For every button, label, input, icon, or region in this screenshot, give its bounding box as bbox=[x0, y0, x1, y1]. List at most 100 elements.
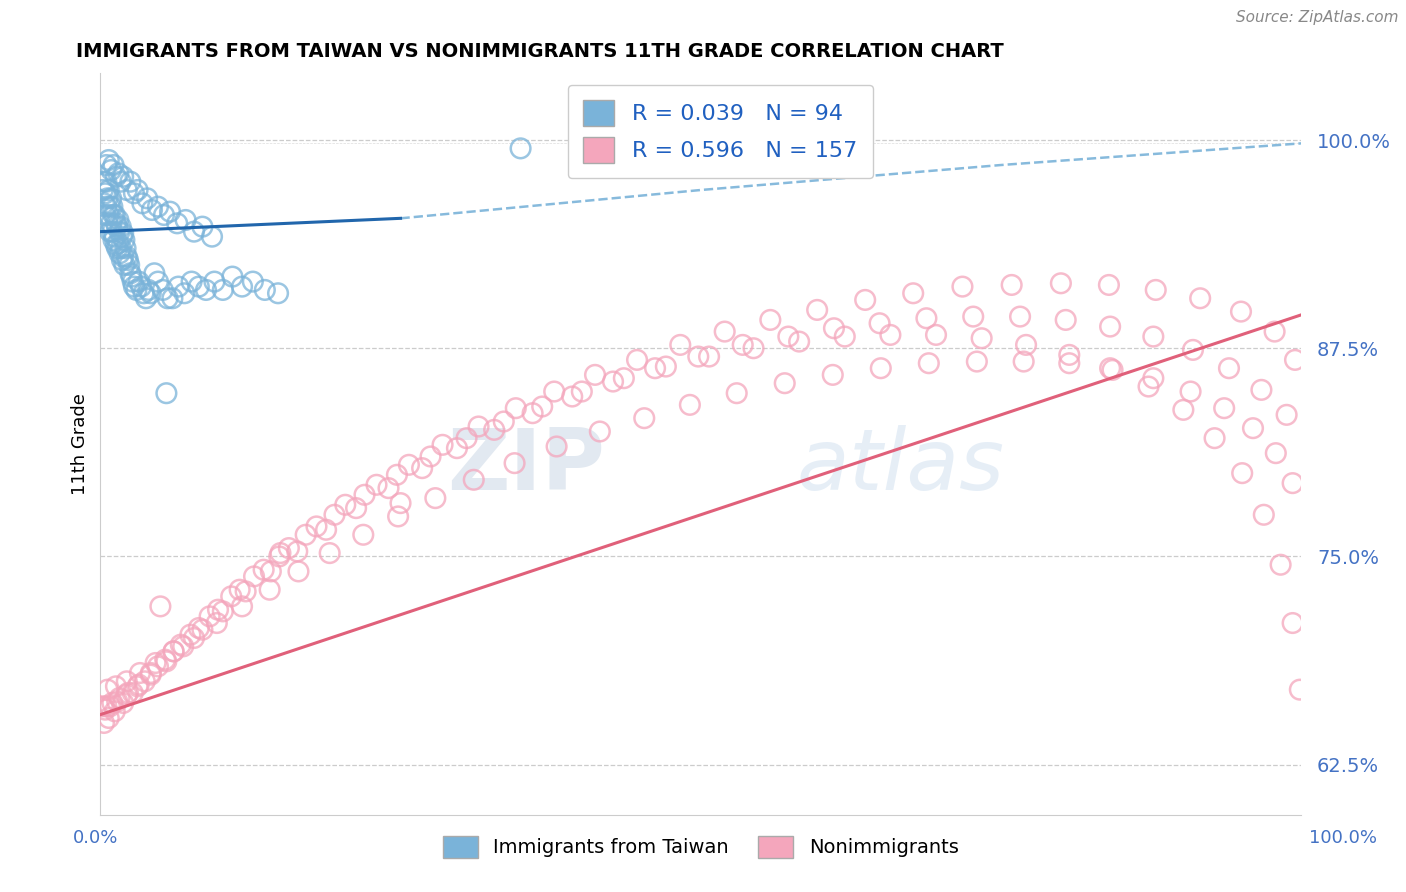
Point bbox=[127, 183, 149, 197]
Point bbox=[1189, 291, 1212, 305]
Point bbox=[260, 565, 283, 579]
Point bbox=[105, 241, 128, 255]
Point bbox=[823, 321, 845, 335]
Point bbox=[107, 166, 129, 180]
Point bbox=[97, 183, 120, 197]
Point bbox=[198, 609, 221, 624]
Point bbox=[153, 653, 176, 667]
Point bbox=[166, 216, 188, 230]
Point bbox=[103, 158, 125, 172]
Point bbox=[207, 603, 229, 617]
Point bbox=[713, 325, 735, 339]
Point bbox=[155, 654, 177, 668]
Point bbox=[1284, 352, 1306, 367]
Point bbox=[731, 338, 754, 352]
Point bbox=[104, 216, 127, 230]
Point bbox=[219, 590, 242, 604]
Point bbox=[100, 216, 122, 230]
Point bbox=[1012, 354, 1035, 368]
Point bbox=[242, 275, 264, 289]
Point bbox=[115, 250, 138, 264]
Point bbox=[456, 431, 478, 445]
Point bbox=[773, 376, 796, 391]
Point bbox=[589, 425, 612, 439]
Point bbox=[571, 384, 593, 399]
Point bbox=[117, 686, 139, 700]
Point bbox=[509, 141, 531, 155]
Point bbox=[583, 368, 606, 382]
Point bbox=[697, 350, 720, 364]
Text: Source: ZipAtlas.com: Source: ZipAtlas.com bbox=[1236, 11, 1399, 25]
Point bbox=[120, 266, 142, 280]
Point bbox=[344, 501, 367, 516]
Point bbox=[162, 644, 184, 658]
Point bbox=[107, 213, 129, 227]
Point bbox=[172, 640, 194, 654]
Point bbox=[129, 279, 152, 293]
Point bbox=[1144, 283, 1167, 297]
Point bbox=[352, 528, 374, 542]
Point bbox=[104, 208, 127, 222]
Point bbox=[787, 334, 810, 349]
Point bbox=[104, 169, 127, 184]
Point bbox=[96, 699, 118, 714]
Point bbox=[173, 286, 195, 301]
Point bbox=[104, 229, 127, 244]
Point bbox=[1010, 310, 1032, 324]
Text: atlas: atlas bbox=[797, 425, 1005, 508]
Point bbox=[183, 631, 205, 645]
Point bbox=[1101, 363, 1123, 377]
Point bbox=[101, 200, 124, 214]
Point bbox=[305, 519, 328, 533]
Point bbox=[180, 275, 202, 289]
Point bbox=[112, 258, 135, 272]
Point bbox=[644, 361, 666, 376]
Point bbox=[146, 200, 169, 214]
Point bbox=[602, 375, 624, 389]
Point bbox=[191, 219, 214, 234]
Point bbox=[156, 291, 179, 305]
Point bbox=[1213, 401, 1236, 416]
Point bbox=[139, 667, 162, 681]
Point bbox=[136, 191, 159, 205]
Point bbox=[128, 678, 150, 692]
Point bbox=[243, 569, 266, 583]
Point bbox=[1281, 615, 1303, 630]
Point bbox=[742, 341, 765, 355]
Point bbox=[287, 565, 309, 579]
Text: ZIP: ZIP bbox=[447, 425, 605, 508]
Point bbox=[211, 283, 233, 297]
Point bbox=[879, 327, 901, 342]
Point bbox=[1230, 304, 1253, 318]
Point bbox=[853, 293, 876, 307]
Point bbox=[1218, 361, 1240, 376]
Point bbox=[191, 623, 214, 637]
Point bbox=[201, 229, 224, 244]
Point bbox=[108, 225, 131, 239]
Point bbox=[94, 186, 117, 201]
Point bbox=[96, 682, 118, 697]
Point bbox=[167, 279, 190, 293]
Point bbox=[135, 291, 157, 305]
Point bbox=[108, 246, 131, 260]
Point bbox=[1181, 343, 1204, 357]
Point bbox=[105, 219, 128, 234]
Point bbox=[104, 679, 127, 693]
Point bbox=[385, 467, 408, 482]
Point bbox=[269, 546, 291, 560]
Point bbox=[105, 694, 128, 708]
Point bbox=[125, 283, 148, 297]
Point bbox=[162, 644, 184, 658]
Point bbox=[204, 275, 226, 289]
Point bbox=[1241, 421, 1264, 435]
Point bbox=[235, 584, 257, 599]
Point bbox=[97, 711, 120, 725]
Point bbox=[679, 398, 702, 412]
Point bbox=[253, 563, 276, 577]
Point bbox=[531, 400, 554, 414]
Point bbox=[118, 258, 141, 272]
Point bbox=[1264, 446, 1286, 460]
Point bbox=[114, 241, 136, 255]
Point bbox=[97, 208, 120, 222]
Point bbox=[97, 153, 120, 167]
